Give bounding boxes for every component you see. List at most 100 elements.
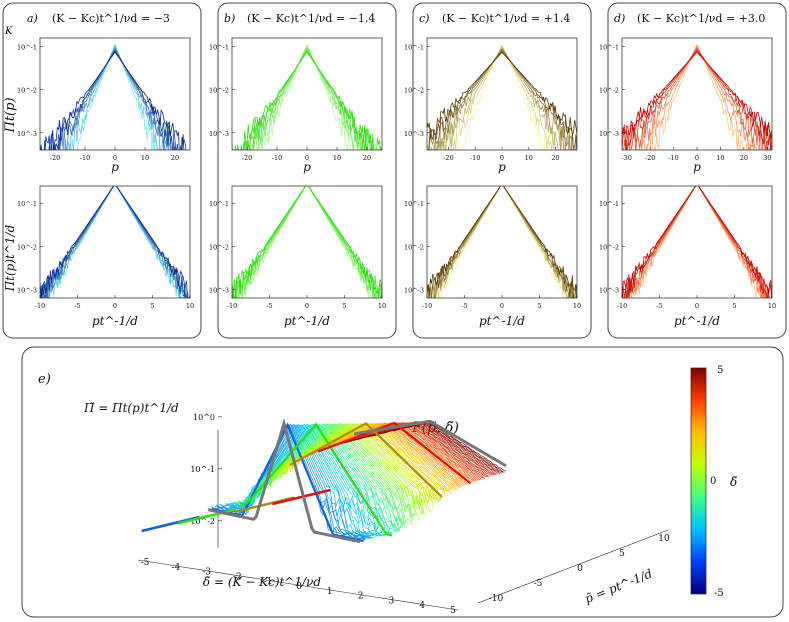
y-tick-label: 10^-2 <box>17 87 37 95</box>
series-line <box>623 186 764 298</box>
series-line <box>235 186 382 298</box>
x-tick-label: -10 <box>272 154 282 162</box>
series-line <box>41 186 190 298</box>
panel-a-title: (K − Kc)t^1/νd = −3 <box>52 12 170 25</box>
series-line <box>40 186 188 298</box>
panel-b-plots: -20 -10 0 10 20 10^-1 10^-2 10^-3 p -10 -5 0 5 10 10^-… <box>209 37 386 328</box>
series-line <box>622 51 772 138</box>
series-line <box>430 186 575 298</box>
panel-d-bottom-series <box>622 186 772 298</box>
series-line <box>235 186 371 298</box>
e-floor-marker <box>272 488 331 506</box>
panel-a-plots: -20 -10 0 10 20 10^-1 10^-2 10^-3 p -10 -5 0 5 10 10^-… <box>17 37 194 328</box>
series-line <box>232 186 382 298</box>
e-delta-tick-label: -2 <box>233 572 242 582</box>
x-axis-label: pt^-1/d <box>674 314 720 328</box>
panel-b-frame <box>217 2 397 339</box>
series-line <box>429 186 574 298</box>
x-tick-label: -10 <box>668 154 678 162</box>
e-envelope-curve <box>353 419 507 468</box>
y-tick-label: 10^-2 <box>599 243 619 251</box>
y-tick-label: 10^-3 <box>209 286 229 294</box>
x-tick-label: 20 <box>740 154 748 162</box>
x-tick-label: 10 <box>333 154 341 162</box>
series-line <box>430 186 576 298</box>
x-tick-label: -20 <box>645 154 655 162</box>
series-line <box>232 50 382 150</box>
panel-a-letter: a) <box>27 12 38 25</box>
series-line <box>427 51 577 139</box>
series-line <box>68 43 159 150</box>
x-axis-label: p <box>303 160 311 174</box>
x-tick-label: 0 <box>305 302 309 310</box>
panel-d-plots: -30 -20 -10 0 10 20 30 10^-1 10^-2 10^-3 p -10 -5 0 5 1… <box>599 37 776 328</box>
x-axis-label: pt^-1/d <box>284 314 330 328</box>
series-line <box>427 186 577 298</box>
panel-a-top-series <box>40 43 187 150</box>
y-tick-label: 10^-1 <box>209 200 229 208</box>
y-tick-label: 10^-3 <box>404 130 424 138</box>
colorbar <box>690 367 707 595</box>
y-tick-label: 10^-1 <box>599 44 619 52</box>
x-tick-label: -10 <box>80 154 90 162</box>
series-line <box>54 47 177 150</box>
panel-c-top-series <box>427 43 577 150</box>
axis-frame <box>621 185 773 299</box>
colorbar-tick-top: 5 <box>717 365 723 376</box>
y-tick-label: 10^-3 <box>209 130 229 138</box>
e-delta-tick-label: -5 <box>141 558 150 568</box>
small-panels: -20 -10 0 10 20 10^-1 10^-2 10^-3 p -10 -5 0 5 10 10^-… <box>17 37 776 328</box>
y-tick-label: 10^-1 <box>599 200 619 208</box>
x-tick-label: 10 <box>378 302 386 310</box>
e-p-tick-label: -10 <box>489 594 504 604</box>
e-ridge-curve <box>281 423 434 509</box>
y-label-top: Πt(p) <box>3 97 18 133</box>
stray-k-label: K <box>4 26 13 37</box>
e-z-label: Π̃ = Πt(p)t^1/d <box>83 401 179 415</box>
y-tick-label: 10^-2 <box>209 87 229 95</box>
e-delta-tick-label: 3 <box>389 596 395 606</box>
x-tick-label: -20 <box>50 154 60 162</box>
y-tick-label: 10^-2 <box>404 87 424 95</box>
series-line <box>427 186 577 298</box>
series-line <box>232 186 382 298</box>
e-z-tick-label: 10^-2 <box>190 517 215 526</box>
x-tick-label: 5 <box>732 302 736 310</box>
panel-c-frame <box>412 2 592 339</box>
x-tick-label: 5 <box>342 302 346 310</box>
series-line <box>233 186 382 298</box>
x-tick-label: 5 <box>150 302 154 310</box>
series-line <box>234 51 381 150</box>
panel-b-bottom-series <box>232 186 382 298</box>
e-delta-tick-label: -1 <box>264 577 273 587</box>
e-delta-tick-label: -4 <box>171 563 180 573</box>
x-tick-label: 20 <box>551 154 559 162</box>
x-tick-label: 0 <box>500 302 504 310</box>
x-tick-label: -10 <box>35 302 45 310</box>
y-tick-label: 10^-3 <box>17 286 37 294</box>
panel-c-plots: -20 -10 0 10 20 10^-1 10^-2 10^-3 p -10 -5 0 5 10 10^-… <box>404 37 581 328</box>
e-delta-tick-label: 2 <box>358 592 364 602</box>
e-highlight-curve <box>289 422 443 498</box>
y-tick-label: 10^-2 <box>404 243 424 251</box>
x-tick-label: -5 <box>461 302 467 310</box>
x-tick-label: 10 <box>573 302 581 310</box>
colorbar-tick-bottom: -5 <box>714 588 724 599</box>
panel-b-top-series <box>232 43 382 150</box>
y-tick-label: 10^-3 <box>599 130 619 138</box>
series-line <box>53 46 172 150</box>
panel-e-letter: e) <box>38 372 51 387</box>
x-tick-label: -10 <box>422 302 432 310</box>
x-tick-label: 0 <box>695 154 699 162</box>
y-tick-label: 10^-3 <box>404 286 424 294</box>
axis-frame <box>39 185 191 299</box>
x-tick-label: -5 <box>656 302 662 310</box>
e-delta-label: δ̃ = (K − Kc)t^1/νd <box>203 575 321 589</box>
e-p-tick-label: 0 <box>577 564 583 574</box>
e-delta-axis <box>137 559 459 611</box>
series-line <box>232 186 381 298</box>
series-line <box>624 186 769 298</box>
series-line <box>646 43 748 150</box>
x-tick-label: 20 <box>363 154 371 162</box>
